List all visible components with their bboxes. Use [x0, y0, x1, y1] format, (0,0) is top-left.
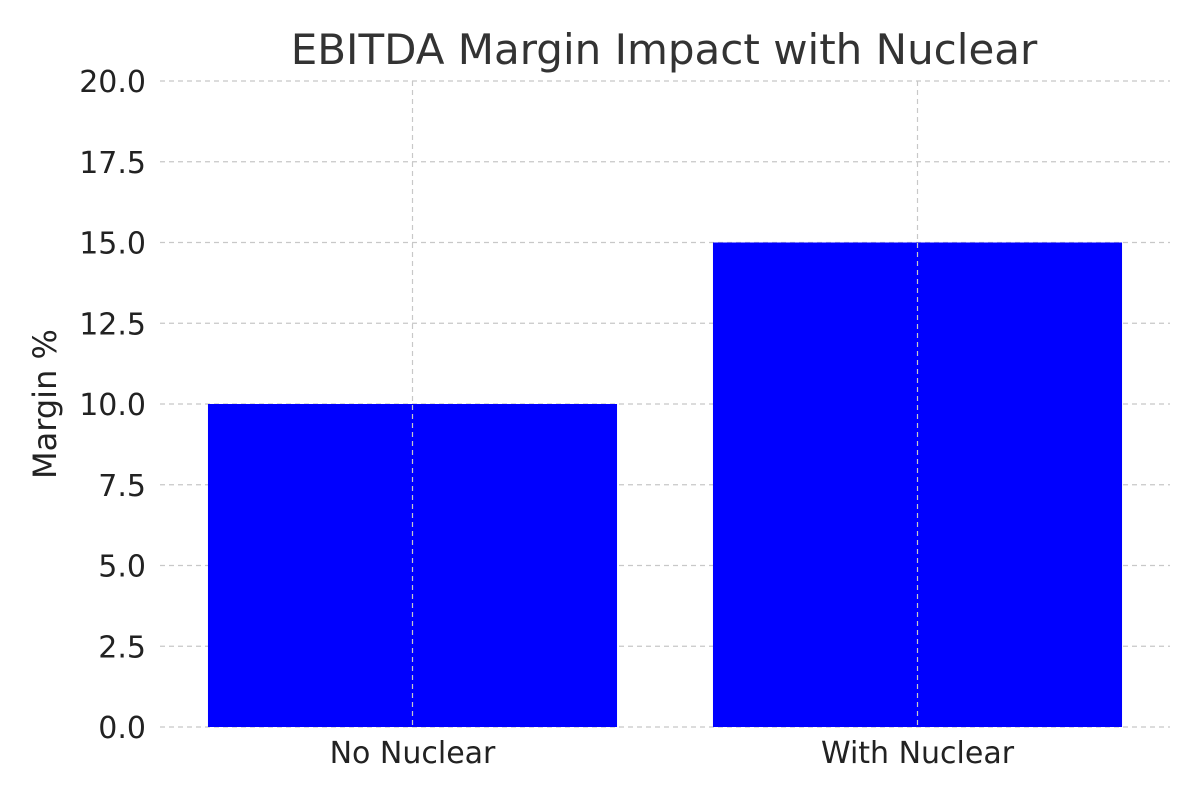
y-tick-label: 15.0: [79, 227, 146, 262]
bars: [207, 242, 1123, 727]
y-tick-label: 5.0: [98, 550, 146, 585]
y-axis-label: Margin %: [26, 329, 64, 479]
bar: [207, 404, 618, 727]
y-tick-labels: 0.0 2.5 5.0 7.5 10.0 12.5 15.0 17.5 20.0: [79, 65, 146, 746]
y-tick-label: 10.0: [79, 388, 146, 423]
x-tick-labels: No Nuclear With Nuclear: [330, 736, 1015, 771]
y-tick-label: 7.5: [98, 469, 146, 504]
bar: [712, 242, 1123, 727]
chart-title: EBITDA Margin Impact with Nuclear: [291, 25, 1038, 74]
y-tick-label: 12.5: [79, 307, 146, 342]
y-tick-label: 20.0: [79, 65, 146, 100]
y-tick-label: 17.5: [79, 146, 146, 181]
y-tick-label: 0.0: [98, 711, 146, 746]
x-tick-label: No Nuclear: [330, 736, 496, 771]
x-tick-label: With Nuclear: [821, 736, 1015, 771]
y-tick-label: 2.5: [98, 630, 146, 665]
